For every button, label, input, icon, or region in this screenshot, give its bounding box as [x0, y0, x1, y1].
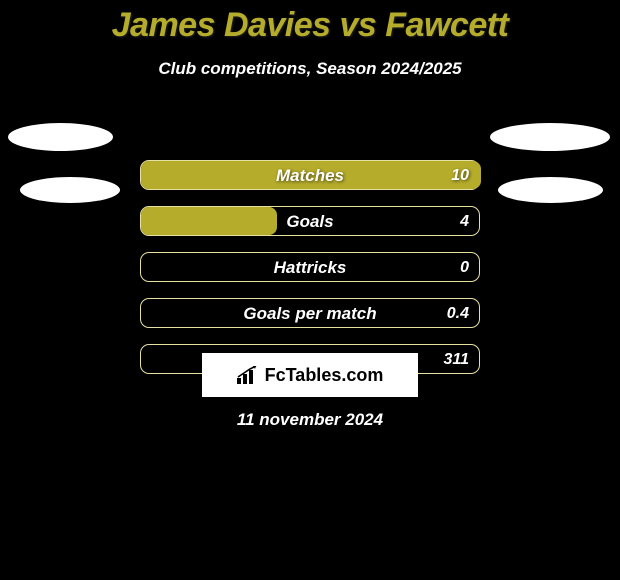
- stat-bar: Hattricks0: [140, 252, 480, 282]
- stat-bar-label: Hattricks: [141, 253, 479, 283]
- stat-bar: Matches10: [140, 160, 480, 190]
- stat-bar-value: 4: [460, 207, 469, 237]
- stat-bar-label: Goals per match: [141, 299, 479, 329]
- stat-bar-value: 0.4: [447, 299, 469, 329]
- decorative-ellipse: [20, 177, 120, 203]
- decorative-ellipse: [498, 177, 603, 203]
- comparison-infographic: James Davies vs Fawcett Club competition…: [0, 0, 620, 580]
- stat-bar: Goals per match0.4: [140, 298, 480, 328]
- stat-bar: Goals4: [140, 206, 480, 236]
- stat-bar-value: 311: [443, 345, 469, 375]
- page-title: James Davies vs Fawcett: [0, 6, 620, 45]
- stat-bar-value: 0: [460, 253, 469, 283]
- logo-content: FcTables.com: [237, 365, 384, 386]
- stat-bar-fill: [141, 161, 481, 189]
- decorative-ellipse: [490, 123, 610, 151]
- fctables-logo: FcTables.com: [202, 353, 418, 397]
- decorative-ellipse: [8, 123, 113, 151]
- date-caption: 11 november 2024: [0, 410, 620, 430]
- bars-icon: [237, 366, 259, 384]
- stat-bar-fill: [141, 207, 277, 235]
- page-subtitle: Club competitions, Season 2024/2025: [0, 59, 620, 79]
- logo-text: FcTables.com: [265, 365, 384, 386]
